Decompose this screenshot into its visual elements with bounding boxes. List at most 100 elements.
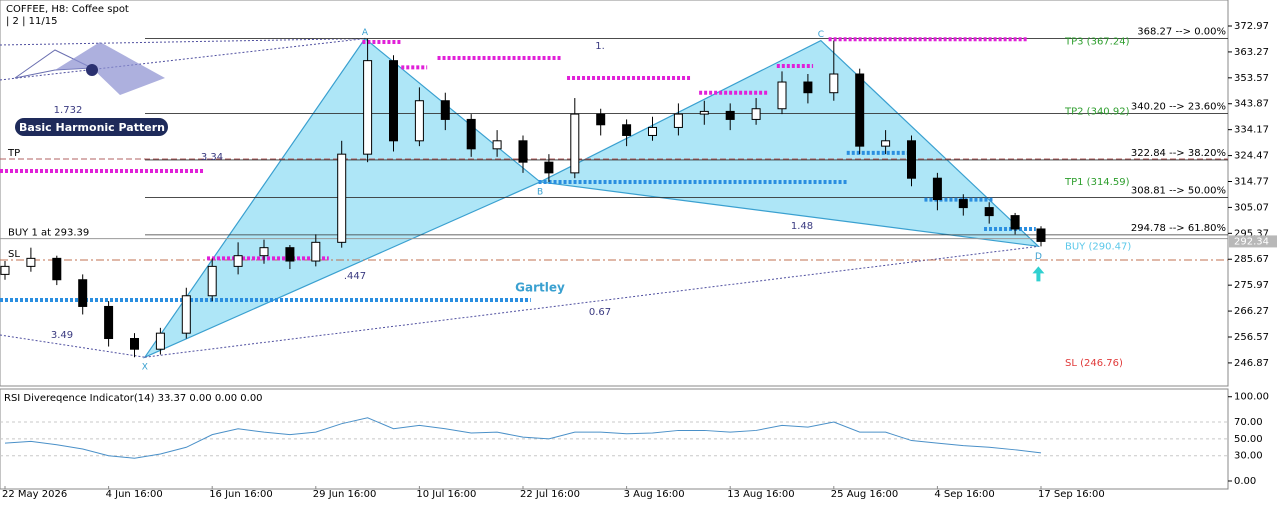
candle-body [311,241,321,262]
candle-body [104,305,114,340]
candle-body [1036,228,1046,242]
chart-title: COFFEE, H8: Coffee spot [6,4,129,15]
pattern-point-label: A [362,28,369,38]
candle-body [751,108,761,120]
ratio-line [0,38,366,81]
candle-body [725,110,735,120]
ratio-label: 3.34 [201,152,223,163]
candle-body [492,140,502,150]
candle-body [958,199,968,209]
candle-body [259,247,269,257]
logo-box [15,118,168,136]
y-tick-label: 324.47 [1234,151,1269,162]
candle-body [673,113,683,128]
rsi-tick-label: 50.00 [1234,434,1263,445]
y-tick-label: 363.27 [1234,47,1269,58]
logo-dot [86,64,98,76]
x-tick-label: 17 Sep 16:00 [1038,489,1105,500]
y-tick-label: 246.87 [1234,358,1269,369]
ratio-label: 3.49 [51,330,73,341]
y-tick-label: 334.17 [1234,125,1269,136]
y-tick-label: 295.37 [1234,228,1269,239]
chart-subtitle: | 2 | 11/15 [6,16,57,27]
ratio-line [0,38,366,46]
x-tick-label: 16 Jun 16:00 [209,489,273,500]
pattern-wing [538,39,1041,248]
pattern-point-label: B [537,187,543,197]
tp-label: TP [7,148,20,159]
buy-arrow [1032,266,1045,282]
candle-body [130,338,139,350]
target-label: TP1 (314.59) [1064,177,1130,188]
y-tick-label: 343.87 [1234,99,1269,110]
candle-body [596,113,606,126]
candle-body [0,265,10,275]
rsi-title: RSI Divereqence Indicator(14) 33.37 0.00… [4,393,263,404]
candle-body [389,60,398,142]
candle-body [932,177,942,201]
candle-body [881,140,891,147]
target-label: SL (246.76) [1065,358,1123,369]
sl-label: SL [8,249,20,260]
x-tick-label: 4 Sep 16:00 [934,489,994,500]
fib-label: 322.84 --> 38.20% [1131,148,1226,159]
candle-body [414,100,424,142]
rsi-tick-label: 70.00 [1234,417,1263,428]
rsi-tick-label: 30.00 [1234,451,1263,462]
y-tick-label: 305.07 [1234,202,1269,213]
y-tick-label: 285.67 [1234,254,1269,265]
pattern-name: Gartley [515,281,565,295]
candle-body [26,257,36,267]
candle-body [622,124,632,136]
ratio-line [0,334,145,358]
x-tick-label: 22 May 2026 [2,489,67,500]
candle-body [648,126,657,136]
y-tick-label: 314.77 [1234,176,1269,187]
x-tick-label: 22 Jul 16:00 [520,489,580,500]
candle-body [155,332,165,350]
candle-body [363,60,373,155]
ratio-label: 0.67 [589,307,611,318]
fib-label: 294.78 --> 61.80% [1131,223,1226,234]
fib-label: 308.81 --> 50.00% [1131,185,1226,196]
candle-body [803,81,813,94]
fib-label: 340.20 --> 23.60% [1131,102,1226,113]
candle-body [207,265,217,297]
candle-body [699,110,709,115]
y-tick-label: 275.97 [1234,280,1269,291]
pattern-point-label: C [818,30,824,40]
ratio-label: 1.48 [791,221,813,232]
last-price-label: 292.34 [1234,236,1269,247]
candle-body [181,295,191,334]
ratio-label: 1.732 [54,105,83,116]
target-label: BUY (290.47) [1065,241,1131,252]
fib-label: 368.27 --> 0.00% [1137,27,1226,38]
y-tick-label: 353.57 [1234,73,1269,84]
rsi-tick-label: 100.00 [1234,392,1269,403]
x-tick-label: 29 Jun 16:00 [313,489,377,500]
entry-label: BUY 1 at 293.39 [8,228,89,239]
candle-body [984,207,994,217]
x-tick-label: 13 Aug 16:00 [727,489,794,500]
x-tick-label: 10 Jul 16:00 [416,489,476,500]
candle-body [285,247,295,262]
ratio-label: 1. [595,41,605,52]
x-tick-label: 4 Jun 16:00 [106,489,163,500]
pattern-point-label: X [142,363,148,373]
target-label: TP3 (367.24) [1064,36,1130,47]
x-tick-label: 25 Aug 16:00 [831,489,898,500]
y-tick-label: 266.27 [1234,306,1269,317]
candle-body [855,73,865,147]
y-tick-label: 256.57 [1234,332,1269,343]
candle-body [52,257,62,281]
candle-body [829,73,839,94]
rsi-line [4,417,1042,459]
candle-body [78,279,88,307]
candle-body [570,113,580,174]
logo-text: Basic Harmonic Pattern [19,121,165,134]
candle-body [544,161,554,174]
rsi-tick-label: 0.00 [1234,476,1256,487]
candle-body [440,100,450,120]
candle-body [518,140,528,163]
